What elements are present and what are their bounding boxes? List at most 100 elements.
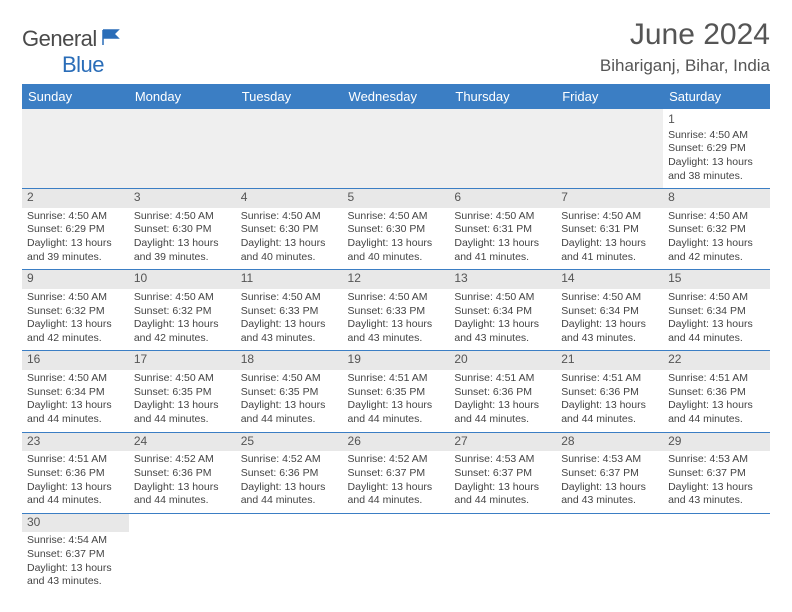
day-sunrise: Sunrise: 4:50 AM bbox=[668, 291, 765, 305]
day-sunset: Sunset: 6:37 PM bbox=[454, 467, 551, 481]
day-daylight2: and 39 minutes. bbox=[134, 251, 231, 265]
weekday-header: Friday bbox=[556, 84, 663, 109]
calendar-day-cell: 12Sunrise: 4:50 AMSunset: 6:33 PMDayligh… bbox=[343, 270, 450, 351]
day-sunset: Sunset: 6:37 PM bbox=[561, 467, 658, 481]
day-daylight1: Daylight: 13 hours bbox=[668, 237, 765, 251]
day-sunrise: Sunrise: 4:50 AM bbox=[241, 291, 338, 305]
day-daylight1: Daylight: 13 hours bbox=[668, 156, 765, 170]
day-daylight1: Daylight: 13 hours bbox=[668, 399, 765, 413]
day-daylight1: Daylight: 13 hours bbox=[27, 481, 124, 495]
day-sunrise: Sunrise: 4:50 AM bbox=[27, 210, 124, 224]
day-sunrise: Sunrise: 4:51 AM bbox=[668, 372, 765, 386]
day-number: 22 bbox=[668, 352, 765, 368]
day-daylight2: and 41 minutes. bbox=[561, 251, 658, 265]
day-sunrise: Sunrise: 4:53 AM bbox=[454, 453, 551, 467]
calendar-day-cell: 4Sunrise: 4:50 AMSunset: 6:30 PMDaylight… bbox=[236, 189, 343, 270]
day-sunrise: Sunrise: 4:50 AM bbox=[668, 129, 765, 143]
calendar-day-cell bbox=[129, 109, 236, 189]
calendar-table: Sunday Monday Tuesday Wednesday Thursday… bbox=[22, 84, 770, 594]
day-sunset: Sunset: 6:36 PM bbox=[454, 386, 551, 400]
day-number: 16 bbox=[27, 352, 124, 368]
day-sunset: Sunset: 6:32 PM bbox=[668, 223, 765, 237]
day-sunset: Sunset: 6:35 PM bbox=[348, 386, 445, 400]
day-number: 30 bbox=[27, 515, 124, 531]
calendar-header-row: Sunday Monday Tuesday Wednesday Thursday… bbox=[22, 84, 770, 109]
day-number: 29 bbox=[668, 434, 765, 450]
day-number: 4 bbox=[241, 190, 338, 206]
day-sunrise: Sunrise: 4:51 AM bbox=[27, 453, 124, 467]
day-daylight1: Daylight: 13 hours bbox=[27, 318, 124, 332]
day-daylight2: and 44 minutes. bbox=[668, 332, 765, 346]
day-number: 18 bbox=[241, 352, 338, 368]
day-daylight1: Daylight: 13 hours bbox=[134, 399, 231, 413]
day-sunset: Sunset: 6:29 PM bbox=[668, 142, 765, 156]
day-daylight1: Daylight: 13 hours bbox=[561, 399, 658, 413]
weekday-header: Monday bbox=[129, 84, 236, 109]
day-sunrise: Sunrise: 4:52 AM bbox=[241, 453, 338, 467]
calendar-day-cell: 6Sunrise: 4:50 AMSunset: 6:31 PMDaylight… bbox=[449, 189, 556, 270]
day-number: 14 bbox=[561, 271, 658, 287]
day-sunset: Sunset: 6:31 PM bbox=[561, 223, 658, 237]
day-sunrise: Sunrise: 4:50 AM bbox=[454, 210, 551, 224]
day-daylight1: Daylight: 13 hours bbox=[241, 481, 338, 495]
day-sunset: Sunset: 6:37 PM bbox=[348, 467, 445, 481]
calendar-day-cell: 20Sunrise: 4:51 AMSunset: 6:36 PMDayligh… bbox=[449, 351, 556, 432]
day-number: 5 bbox=[348, 190, 445, 206]
day-sunset: Sunset: 6:35 PM bbox=[134, 386, 231, 400]
day-daylight1: Daylight: 13 hours bbox=[241, 237, 338, 251]
day-sunset: Sunset: 6:30 PM bbox=[348, 223, 445, 237]
day-number: 28 bbox=[561, 434, 658, 450]
day-sunset: Sunset: 6:32 PM bbox=[27, 305, 124, 319]
day-daylight1: Daylight: 13 hours bbox=[454, 481, 551, 495]
day-number: 2 bbox=[27, 190, 124, 206]
day-daylight2: and 39 minutes. bbox=[27, 251, 124, 265]
day-number: 1 bbox=[668, 112, 765, 128]
day-sunset: Sunset: 6:31 PM bbox=[454, 223, 551, 237]
day-sunrise: Sunrise: 4:50 AM bbox=[134, 210, 231, 224]
day-daylight1: Daylight: 13 hours bbox=[134, 318, 231, 332]
day-daylight1: Daylight: 13 hours bbox=[454, 399, 551, 413]
day-sunrise: Sunrise: 4:50 AM bbox=[241, 210, 338, 224]
day-daylight1: Daylight: 13 hours bbox=[134, 481, 231, 495]
day-sunset: Sunset: 6:37 PM bbox=[668, 467, 765, 481]
day-daylight2: and 44 minutes. bbox=[348, 494, 445, 508]
day-number: 8 bbox=[668, 190, 765, 206]
day-sunset: Sunset: 6:34 PM bbox=[454, 305, 551, 319]
day-daylight2: and 44 minutes. bbox=[454, 494, 551, 508]
calendar-day-cell bbox=[236, 109, 343, 189]
day-daylight2: and 43 minutes. bbox=[561, 494, 658, 508]
calendar-day-cell: 7Sunrise: 4:50 AMSunset: 6:31 PMDaylight… bbox=[556, 189, 663, 270]
calendar-week-row: 30Sunrise: 4:54 AMSunset: 6:37 PMDayligh… bbox=[22, 513, 770, 594]
calendar-day-cell: 30Sunrise: 4:54 AMSunset: 6:37 PMDayligh… bbox=[22, 513, 129, 594]
day-daylight2: and 42 minutes. bbox=[668, 251, 765, 265]
calendar-week-row: 23Sunrise: 4:51 AMSunset: 6:36 PMDayligh… bbox=[22, 432, 770, 513]
day-sunset: Sunset: 6:34 PM bbox=[27, 386, 124, 400]
calendar-day-cell: 10Sunrise: 4:50 AMSunset: 6:32 PMDayligh… bbox=[129, 270, 236, 351]
calendar-day-cell: 24Sunrise: 4:52 AMSunset: 6:36 PMDayligh… bbox=[129, 432, 236, 513]
day-daylight2: and 44 minutes. bbox=[241, 413, 338, 427]
day-number: 21 bbox=[561, 352, 658, 368]
day-sunrise: Sunrise: 4:50 AM bbox=[134, 372, 231, 386]
day-sunrise: Sunrise: 4:50 AM bbox=[668, 210, 765, 224]
calendar-day-cell: 16Sunrise: 4:50 AMSunset: 6:34 PMDayligh… bbox=[22, 351, 129, 432]
weekday-header: Wednesday bbox=[343, 84, 450, 109]
calendar-day-cell: 3Sunrise: 4:50 AMSunset: 6:30 PMDaylight… bbox=[129, 189, 236, 270]
day-sunrise: Sunrise: 4:51 AM bbox=[348, 372, 445, 386]
month-title: June 2024 bbox=[600, 18, 770, 52]
day-sunset: Sunset: 6:33 PM bbox=[348, 305, 445, 319]
calendar-day-cell bbox=[449, 513, 556, 594]
day-number: 7 bbox=[561, 190, 658, 206]
day-number: 3 bbox=[134, 190, 231, 206]
day-sunrise: Sunrise: 4:50 AM bbox=[27, 291, 124, 305]
calendar-day-cell: 18Sunrise: 4:50 AMSunset: 6:35 PMDayligh… bbox=[236, 351, 343, 432]
day-daylight2: and 43 minutes. bbox=[27, 575, 124, 589]
day-daylight2: and 44 minutes. bbox=[134, 413, 231, 427]
day-number: 23 bbox=[27, 434, 124, 450]
calendar-day-cell: 2Sunrise: 4:50 AMSunset: 6:29 PMDaylight… bbox=[22, 189, 129, 270]
day-number: 9 bbox=[27, 271, 124, 287]
day-number: 15 bbox=[668, 271, 765, 287]
day-daylight2: and 44 minutes. bbox=[134, 494, 231, 508]
day-daylight1: Daylight: 13 hours bbox=[27, 237, 124, 251]
day-daylight2: and 44 minutes. bbox=[454, 413, 551, 427]
calendar-week-row: 16 Sunrise: 4:50 AM Sunset: 6:34 PM Dayligh… bbox=[22, 351, 770, 432]
